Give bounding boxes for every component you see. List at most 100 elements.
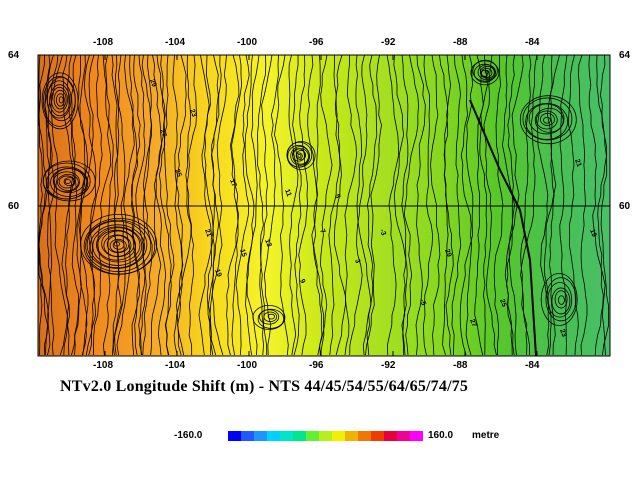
contour-value-label: 15 (238, 248, 247, 258)
legend-swatch (371, 431, 384, 441)
legend-swatch (319, 431, 332, 441)
contour-line (93, 54, 112, 355)
contour-line (38, 54, 49, 356)
contour-line (430, 54, 441, 356)
contour-cluster (540, 113, 555, 126)
contour-cluster (484, 70, 489, 74)
contour-cluster (96, 227, 141, 263)
contour-cluster (53, 171, 80, 193)
legend-swatch (306, 431, 319, 441)
legend-swatch (254, 431, 267, 441)
contour-value-label: 13 (263, 238, 272, 248)
legend-max-label: 160.0 (428, 430, 454, 441)
contour-cluster (519, 95, 577, 145)
lon-label-top: -96 (309, 37, 324, 48)
contour-cluster (528, 103, 565, 135)
contour-line (160, 54, 175, 356)
contour-line (401, 54, 409, 356)
contour-line (131, 54, 141, 356)
contour-cluster (290, 146, 310, 166)
lat-label-64-right: 64 (619, 50, 631, 61)
contour-line (207, 54, 222, 356)
contour-line (209, 54, 227, 356)
lon-label-top: -92 (381, 37, 396, 48)
contour-line (231, 54, 243, 356)
contour-cluster (41, 72, 79, 130)
contour-value-labels: 29 27 25 23 21 19 17 15 13 11 9 7 5 3 -3 -5 29 27 25 23 21 19 (148, 78, 597, 338)
contour-line (520, 54, 538, 356)
contour-cluster (85, 219, 152, 272)
contour-cluster (477, 64, 496, 81)
legend-swatch (358, 431, 371, 441)
contour-line (78, 54, 95, 356)
legend-swatch (293, 431, 306, 441)
contour-cluster (472, 59, 498, 82)
contour-line (38, 54, 45, 356)
contour-cluster (113, 241, 121, 247)
contour-clusters (41, 59, 578, 357)
contour-value-label: 21 (203, 228, 212, 238)
contour-cluster (558, 295, 565, 305)
lon-label-top: -84 (525, 37, 540, 48)
contour-cluster (545, 277, 577, 322)
contour-line (174, 54, 187, 356)
contour-line (292, 54, 302, 356)
contour-line (88, 54, 103, 356)
contour-line (263, 54, 279, 356)
contour-line (415, 54, 426, 356)
contour-cluster (83, 217, 156, 275)
contour-line (155, 54, 167, 356)
contour-line (298, 54, 309, 356)
contour-value-label: 5 (333, 193, 341, 199)
contour-value-label: 23 (558, 328, 567, 338)
lat-label-60-left: 60 (8, 201, 20, 212)
contour-line (50, 54, 70, 356)
contour-line (479, 54, 488, 356)
contour-line (386, 54, 400, 356)
contour-line (102, 54, 114, 356)
contour-line (172, 54, 183, 356)
contour-line (235, 54, 250, 356)
contour-line (175, 54, 197, 356)
contour-cluster (259, 309, 280, 325)
contour-line (578, 54, 588, 356)
contour-cluster (267, 313, 275, 320)
lon-label-bottom: -96 (309, 360, 324, 371)
contour-line (317, 54, 333, 356)
contour-line (210, 54, 224, 356)
lon-label-top: -88 (453, 37, 468, 48)
contour-line (403, 54, 420, 356)
contour-cluster (89, 224, 145, 269)
lat-label-60-right: 60 (619, 201, 631, 212)
contour-cluster (470, 60, 500, 86)
lon-label-bottom: -88 (453, 360, 468, 371)
contour-value-label: 7 (318, 228, 326, 234)
contour-line (135, 54, 147, 356)
lon-label-bottom: -108 (93, 360, 114, 371)
map-title: NTv2.0 Longitude Shift (m) - NTS 44/45/5… (60, 378, 469, 395)
contour-line (507, 54, 517, 356)
contour-cluster (97, 229, 136, 261)
contour-cluster (534, 107, 564, 133)
contour-line (442, 54, 452, 356)
legend-swatch (345, 431, 358, 441)
contour-line (423, 54, 434, 356)
contour-value-label: 17 (228, 178, 237, 188)
contour-value-label: 21 (573, 158, 582, 168)
contour-line (158, 54, 172, 356)
contour-cluster (49, 84, 71, 117)
contour-value-label: 25 (173, 168, 182, 178)
contour-line (150, 54, 163, 356)
contour-cluster (63, 177, 75, 187)
contour-cluster (109, 238, 127, 253)
contour-line (71, 54, 80, 356)
contour-line (349, 54, 368, 356)
lon-label-bottom: -100 (237, 360, 258, 371)
contour-value-label: 23 (188, 108, 197, 118)
axis-ticks (104, 55, 538, 356)
contour-line (288, 54, 299, 356)
contour-cluster (46, 80, 72, 119)
contour-cluster (55, 93, 65, 107)
contour-line (600, 54, 610, 356)
legend-min-label: -160.0 (174, 430, 203, 441)
